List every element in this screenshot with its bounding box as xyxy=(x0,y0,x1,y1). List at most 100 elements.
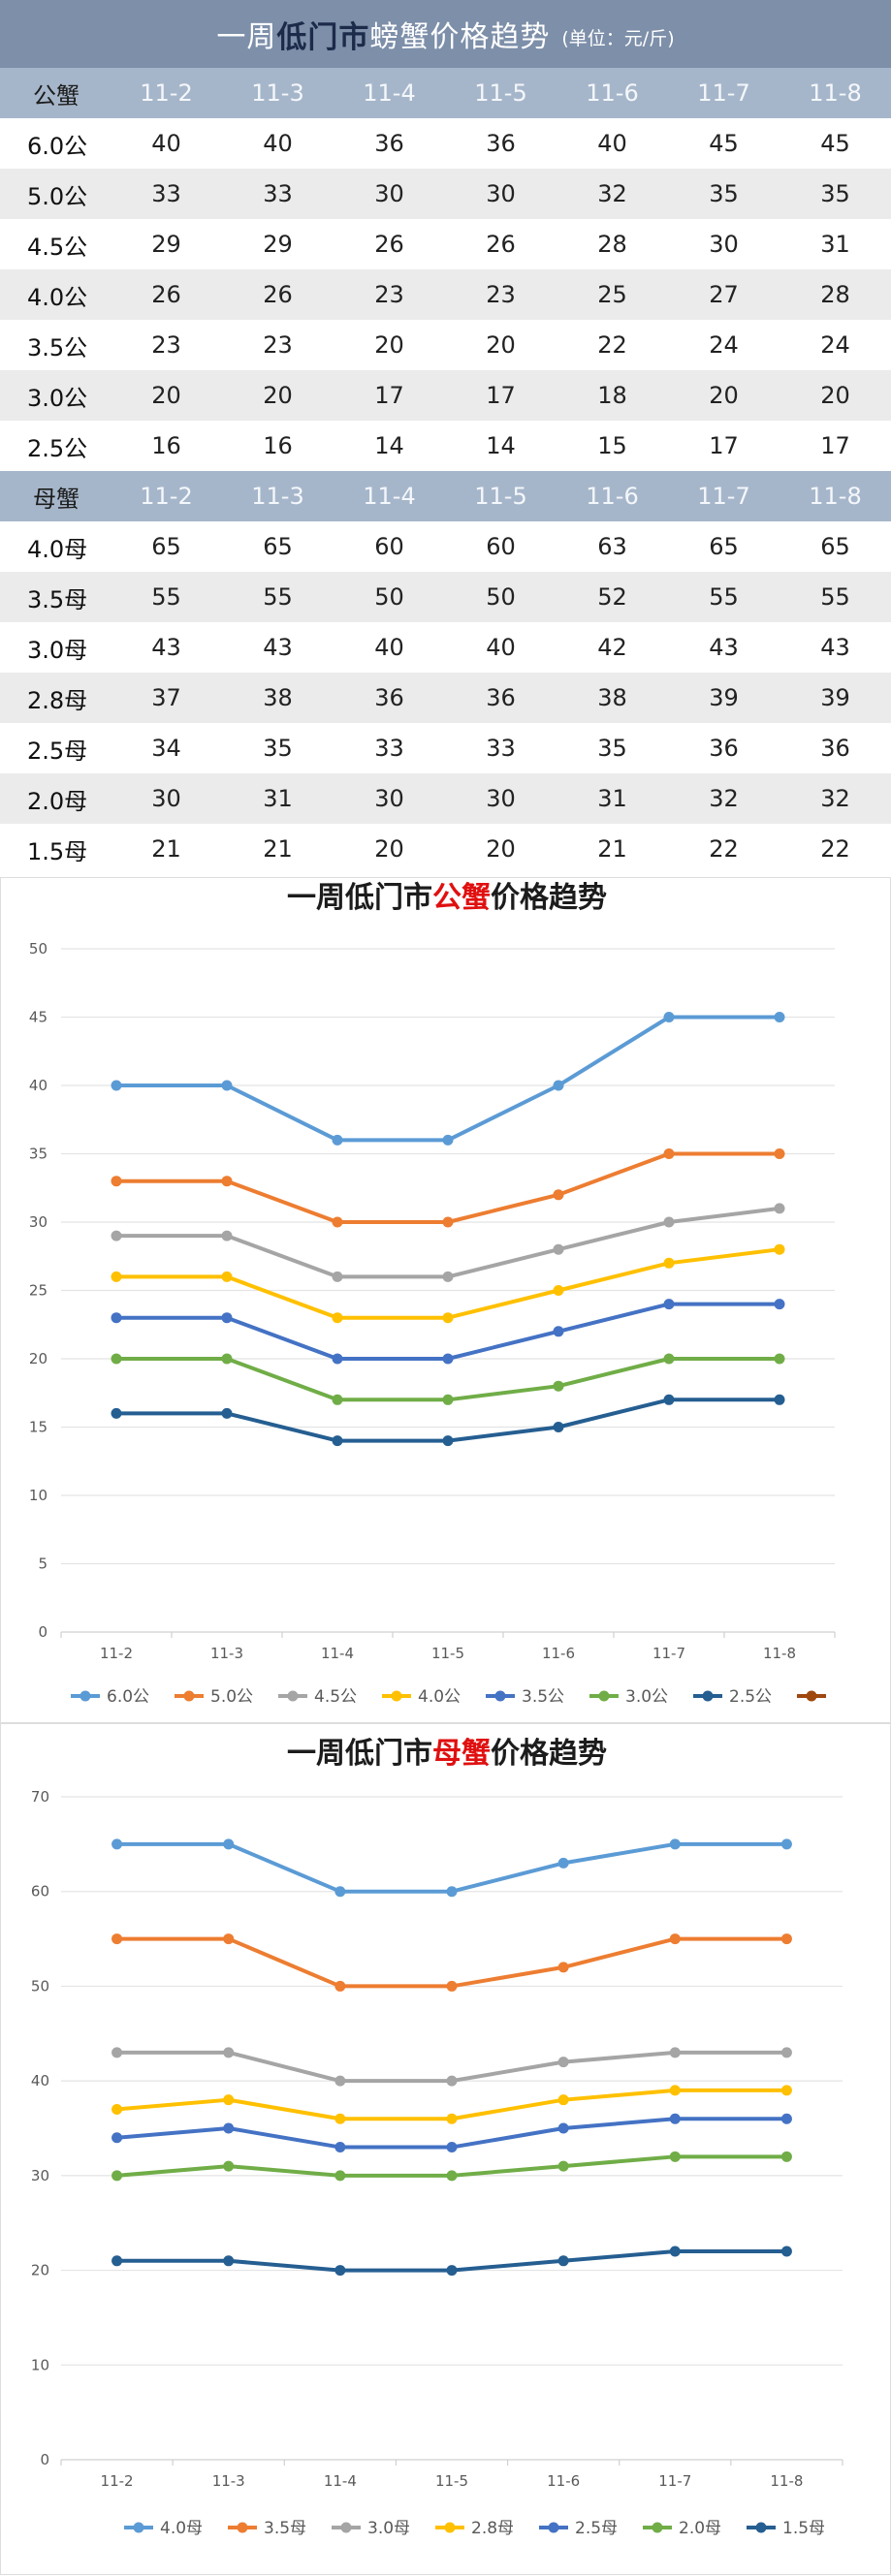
table-cell-price: 31 xyxy=(263,785,293,812)
data-point xyxy=(780,2113,792,2124)
table-row-label: 2.5母 xyxy=(27,737,88,765)
table-cell-price: 20 xyxy=(374,835,404,863)
series-path xyxy=(114,1357,781,1402)
legend-swatch-marker xyxy=(755,2522,767,2533)
series-line xyxy=(111,2047,792,2087)
data-point xyxy=(334,2113,346,2124)
data-point xyxy=(111,2132,123,2144)
data-point xyxy=(221,1080,233,1091)
data-point xyxy=(223,1933,235,1945)
series-path xyxy=(114,1015,781,1143)
table-row: 4.0公 26 26 23 23 25 27 28 xyxy=(0,269,891,320)
legend-item: 1.5母 xyxy=(747,2519,825,2538)
table-row: 3.5母 55 55 50 50 52 55 55 xyxy=(0,572,891,622)
table-header-row: 公蟹 11-2 11-3 11-4 11-5 11-6 11-7 11-8 xyxy=(0,68,891,118)
table-row-label: 2.8母 xyxy=(27,686,88,714)
table-header-category: 公蟹 xyxy=(33,81,80,110)
y-tick-label: 10 xyxy=(31,2356,49,2373)
table-title-market: 低门市 xyxy=(276,19,370,55)
table-cell-price: 60 xyxy=(486,533,516,560)
table-cell-price: 32 xyxy=(597,180,627,207)
table-cell-price: 55 xyxy=(820,583,850,611)
table-header-date: 11-8 xyxy=(809,483,862,510)
data-point xyxy=(334,2265,346,2277)
data-point xyxy=(780,2151,792,2162)
legend-item: 6.0公 xyxy=(71,1687,149,1707)
table-cell-price: 36 xyxy=(486,684,516,711)
y-tick-label: 50 xyxy=(29,940,48,958)
table-cell-price: 38 xyxy=(263,684,293,711)
series-path xyxy=(114,1398,781,1443)
table-cell-price: 36 xyxy=(374,130,404,157)
table-header-category: 母蟹 xyxy=(33,485,80,513)
data-point xyxy=(442,1353,454,1365)
x-tick-label: 11-5 xyxy=(431,1645,464,1662)
data-point xyxy=(111,1312,122,1324)
table-row-label: 6.0公 xyxy=(27,132,88,160)
table-cell-price: 55 xyxy=(263,583,293,611)
male-crab-chart: 一周低门市公蟹价格趋势 0 5 10 15 20 25 30 35 40 45 50 11-2 11-3 1… xyxy=(0,877,891,1723)
legend-label: 2.0母 xyxy=(679,2519,721,2538)
y-tick-label: 30 xyxy=(29,1213,48,1231)
legend-swatch-marker xyxy=(183,1690,195,1702)
x-tick-label: 11-7 xyxy=(658,2472,691,2490)
legend-item: 4.0公 xyxy=(382,1687,461,1707)
table-cell-price: 36 xyxy=(374,684,404,711)
table-cell-price: 36 xyxy=(486,130,516,157)
table-cell-price: 43 xyxy=(820,634,850,661)
legend-item: 3.0公 xyxy=(589,1687,668,1707)
legend-swatch-marker xyxy=(702,1690,714,1702)
data-point xyxy=(332,1435,343,1447)
series-line xyxy=(111,1148,785,1228)
data-point xyxy=(553,1380,564,1392)
table-cell-price: 20 xyxy=(374,331,404,359)
table-header-date: 11-4 xyxy=(363,79,416,107)
table-title-prefix: 一周 xyxy=(216,20,277,54)
x-tick-label: 11-4 xyxy=(321,1645,354,1662)
table-cell-price: 43 xyxy=(263,634,293,661)
table-row-label: 3.0母 xyxy=(27,636,88,664)
table-cell-price: 45 xyxy=(820,130,850,157)
series-line xyxy=(111,2113,792,2153)
y-tick-label: 20 xyxy=(29,1350,48,1367)
table-cell-price: 29 xyxy=(263,231,293,258)
table-row-label: 3.5母 xyxy=(27,585,88,613)
table-row-label: 4.0母 xyxy=(27,535,88,563)
data-point xyxy=(553,1326,564,1337)
table-cell-price: 35 xyxy=(597,735,627,762)
series-line xyxy=(111,1394,785,1447)
data-point xyxy=(774,1203,785,1214)
table-cell-price: 34 xyxy=(151,735,181,762)
legend-label: 4.0母 xyxy=(160,2519,203,2538)
table-row-label: 5.0公 xyxy=(27,182,88,210)
chart-title-prefix: 一周低门市 xyxy=(287,881,432,915)
y-tick-label: 5 xyxy=(38,1555,48,1573)
chart-title-suffix: 价格趋势 xyxy=(491,1737,607,1771)
table-cell-price: 36 xyxy=(709,735,739,762)
series-line xyxy=(111,1353,785,1405)
table-cell-price: 65 xyxy=(151,533,181,560)
data-point xyxy=(442,1435,454,1447)
table-cell-price: 33 xyxy=(263,180,293,207)
legend-swatch-marker xyxy=(340,2522,352,2533)
legend-label: 2.5公 xyxy=(729,1687,772,1707)
table-cell-price: 26 xyxy=(151,281,181,308)
table-header-date: 11-4 xyxy=(363,483,416,510)
table-header-date: 11-5 xyxy=(474,483,527,510)
legend-swatch-marker xyxy=(237,2522,248,2533)
data-point xyxy=(557,1857,569,1869)
data-point xyxy=(442,1394,454,1405)
legend-label: 4.5公 xyxy=(314,1687,357,1707)
legend-item: 2.5公 xyxy=(693,1687,772,1707)
chart-title-highlight: 公蟹 xyxy=(432,881,491,915)
legend-label: 1.5母 xyxy=(782,2519,825,2538)
data-point xyxy=(223,2047,235,2058)
table-cell-price: 39 xyxy=(820,684,850,711)
legend-swatch-marker xyxy=(391,1690,402,1702)
data-point xyxy=(557,2122,569,2134)
data-point xyxy=(446,2265,458,2277)
table-cell-price: 52 xyxy=(597,583,627,611)
data-point xyxy=(332,1312,343,1324)
table-cell-price: 33 xyxy=(486,735,516,762)
data-point xyxy=(663,1353,675,1365)
